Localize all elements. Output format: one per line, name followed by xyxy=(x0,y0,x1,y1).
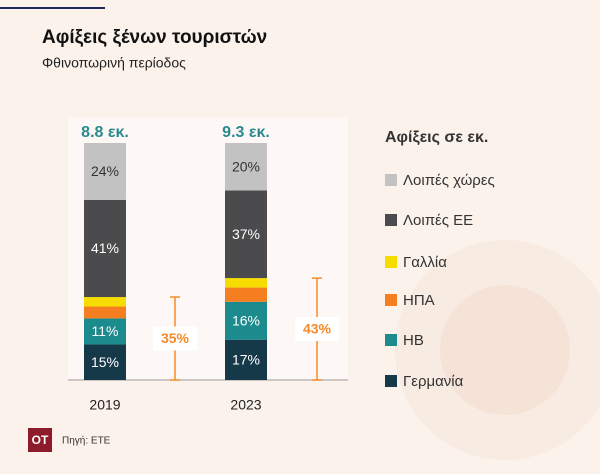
total-label: 8.8 εκ. xyxy=(81,124,129,141)
chart-subtitle: Φθινοπωρινή περίοδος xyxy=(42,55,186,71)
annotation-box xyxy=(295,317,339,342)
data-label: 17% xyxy=(232,352,260,368)
source: Πηγή: ΕΤΕ xyxy=(62,435,111,447)
legend-label: ΗΠΑ xyxy=(403,292,435,309)
legend-swatch xyxy=(385,294,397,306)
data-label: 37% xyxy=(232,226,260,242)
bar-segment xyxy=(84,306,126,319)
legend-swatch xyxy=(385,334,397,346)
bar-segment xyxy=(84,143,126,200)
legend-swatch xyxy=(385,256,397,268)
legend-swatch xyxy=(385,174,397,186)
bar-segment xyxy=(225,301,267,340)
annotation-label: 43% xyxy=(303,321,332,337)
legend-title: Αφίξεις σε εκ. xyxy=(385,129,488,146)
bar-segment xyxy=(225,190,267,279)
bar-segment xyxy=(84,297,126,307)
bar-segment xyxy=(225,287,267,302)
bar-segment xyxy=(84,199,126,298)
legend-swatch xyxy=(385,375,397,387)
data-label: 15% xyxy=(91,354,119,370)
data-label: 16% xyxy=(232,312,260,328)
legend-label: Λοιπές χώρες xyxy=(403,172,495,189)
data-label: 20% xyxy=(232,158,260,174)
logo xyxy=(28,428,52,452)
bar-segment xyxy=(84,344,126,380)
legend-label: Γαλλία xyxy=(403,254,447,271)
annotation-box xyxy=(153,326,197,351)
legend-label: Γερμανία xyxy=(403,373,464,390)
legend-swatch xyxy=(385,214,397,226)
data-label: 11% xyxy=(92,323,119,339)
x-tick-label: 2023 xyxy=(230,397,261,413)
bar-segment xyxy=(84,318,126,345)
top-rule xyxy=(0,7,105,9)
bar-segment xyxy=(225,278,267,288)
x-tick-label: 2019 xyxy=(89,397,120,413)
logo-text: OT xyxy=(32,433,49,447)
legend-label: Λοιπές ΕΕ xyxy=(403,212,473,229)
bar-segment xyxy=(225,143,267,191)
chart-title: Αφίξεις ξένων τουριστών xyxy=(42,27,267,48)
data-label: 41% xyxy=(91,240,119,256)
data-label: 24% xyxy=(91,163,119,179)
legend-label: ΗΒ xyxy=(403,332,424,349)
decor-circle xyxy=(440,285,570,415)
bar-segment xyxy=(225,339,267,380)
annotation-label: 35% xyxy=(161,330,190,346)
total-label: 9.3 εκ. xyxy=(222,124,270,141)
